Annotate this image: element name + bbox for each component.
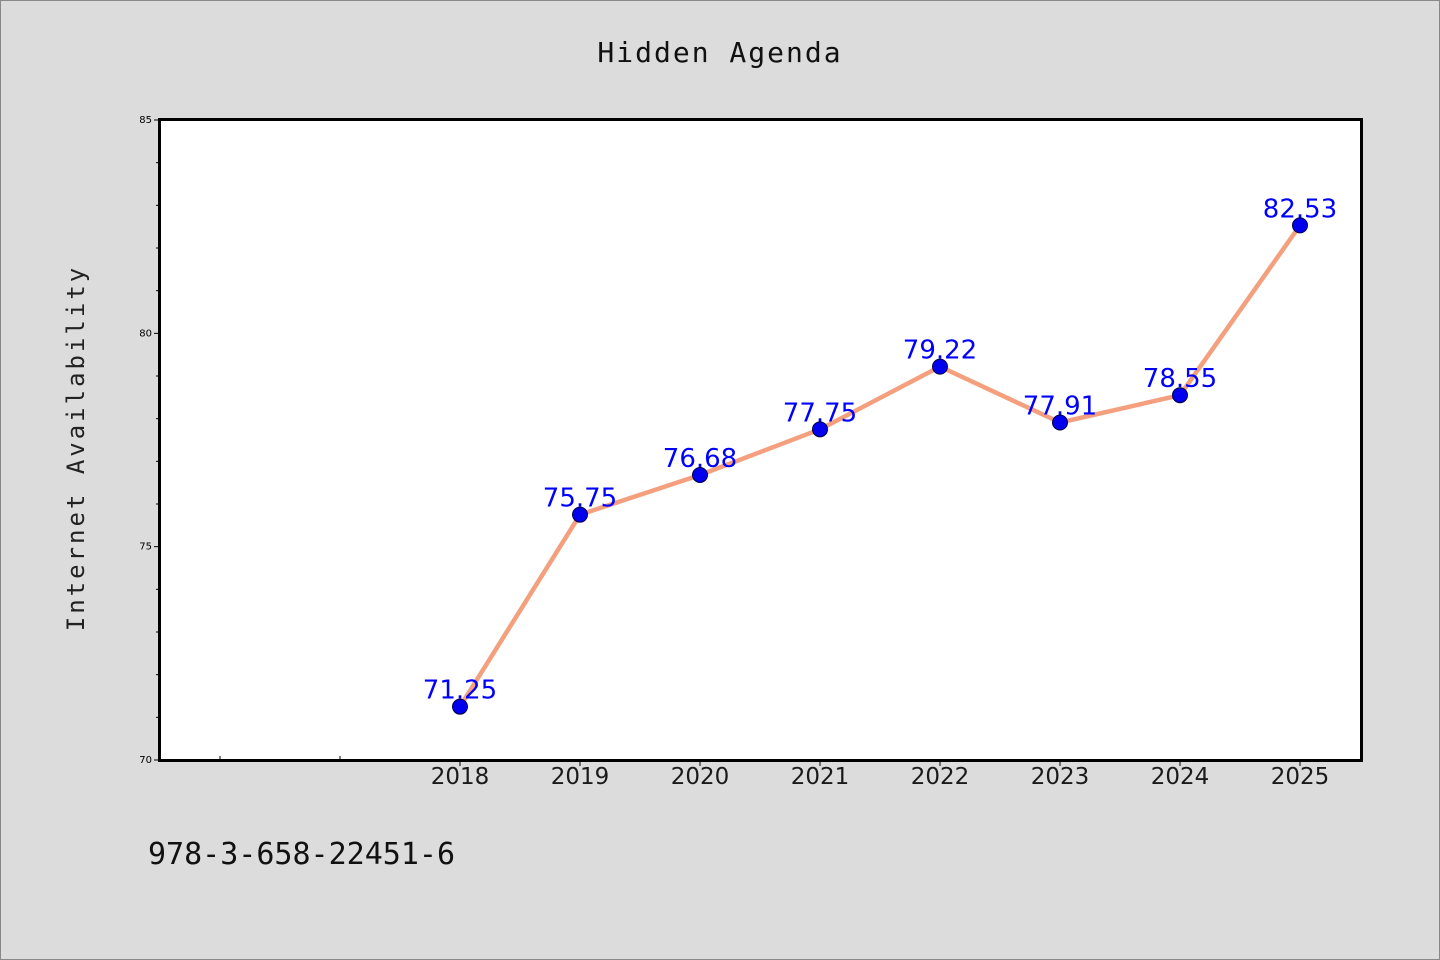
data-point	[1292, 217, 1308, 234]
data-point	[812, 421, 828, 438]
data-point	[932, 358, 948, 375]
data-point	[1172, 387, 1188, 404]
x-tick-label: 2018	[431, 764, 490, 790]
data-point	[572, 506, 588, 523]
data-label: 75.75	[543, 484, 617, 514]
data-label: 77.75	[783, 398, 857, 428]
x-axis: 2018 2019 2020 2021 2022 2023 2024 2025	[219, 756, 1330, 790]
y-axis-label: Internet Availability	[62, 265, 90, 631]
data-label: 71.25	[423, 676, 497, 706]
footer-isbn: 978-3-658-22451-6	[148, 837, 455, 872]
data-label: 82.53	[1263, 194, 1337, 224]
data-point	[1052, 414, 1068, 431]
x-tick-label: 2020	[671, 764, 730, 790]
data-label: 79.22	[903, 336, 977, 366]
x-tick-label: 2025	[1271, 764, 1330, 790]
data-point	[692, 466, 708, 483]
x-tick-label: 2023	[1031, 764, 1090, 790]
y-axis: 70 75 80 85	[139, 115, 160, 766]
series-line	[457, 223, 1303, 709]
y-tick-label: 70	[139, 755, 152, 766]
x-tick-label: 2022	[911, 764, 970, 790]
chart-title: Hidden Agenda	[597, 36, 842, 69]
y-tick-label: 85	[139, 115, 152, 126]
x-tick-label: 2021	[791, 764, 850, 790]
y-tick-label: 75	[139, 542, 152, 553]
plot-area	[158, 118, 1363, 762]
x-tick-label: 2019	[551, 764, 610, 790]
series-group: 71.25 75.75 76.68 77.75 79.22 77.91 78.55 82.53	[423, 194, 1337, 715]
data-label: 78.55	[1143, 364, 1217, 394]
data-label: 77.91	[1023, 392, 1097, 422]
x-tick-label: 2024	[1151, 764, 1210, 790]
data-point	[452, 698, 468, 715]
y-tick-label: 80	[139, 328, 152, 339]
data-label: 76.68	[663, 444, 737, 474]
